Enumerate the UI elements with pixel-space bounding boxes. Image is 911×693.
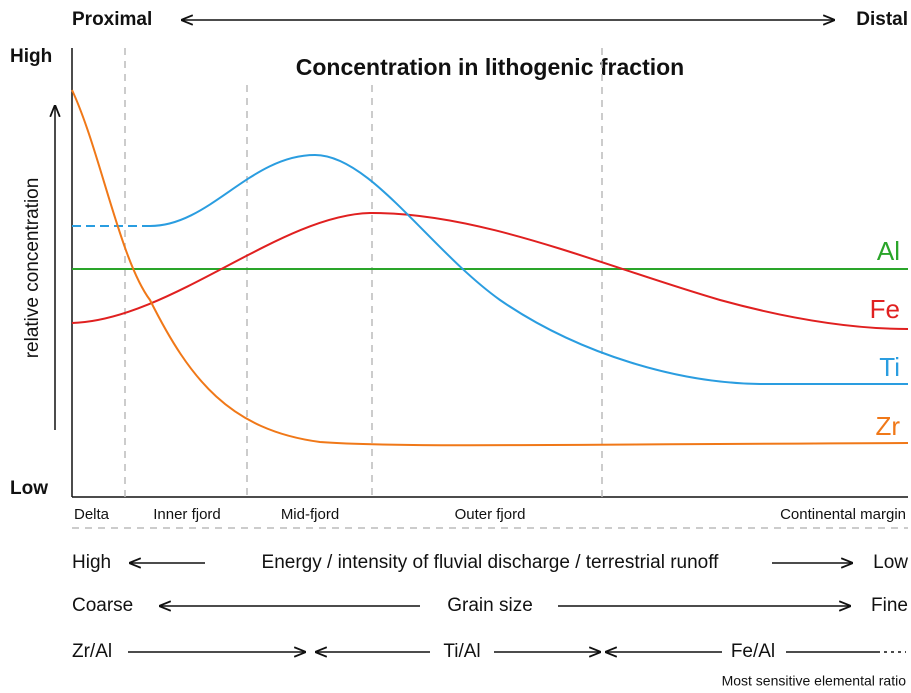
low-label: Low bbox=[10, 478, 48, 499]
ratio-label: Fe/Al bbox=[731, 641, 775, 662]
zone-label: Delta bbox=[74, 506, 110, 523]
al-label: Al bbox=[877, 236, 900, 266]
grain-label: Grain size bbox=[447, 595, 533, 616]
ratio-note: Most sensitive elemental ratio bbox=[722, 673, 907, 689]
energy-label: Energy / intensity of fluvial discharge … bbox=[262, 552, 720, 573]
zone-label: Outer fjord bbox=[455, 506, 526, 523]
zone-label: Mid-fjord bbox=[281, 506, 339, 523]
grain-left: Coarse bbox=[72, 595, 133, 616]
fe-label: Fe bbox=[870, 294, 900, 324]
ratio-label: Zr/Al bbox=[72, 641, 112, 662]
title: Concentration in lithogenic fraction bbox=[296, 54, 684, 80]
proximal-label: Proximal bbox=[72, 9, 152, 30]
energy-left: High bbox=[72, 552, 111, 573]
distal-label: Distal bbox=[856, 9, 908, 30]
ratio-label: Ti/Al bbox=[443, 641, 480, 662]
zr-curve bbox=[71, 89, 909, 447]
zone-label: Continental margin bbox=[780, 506, 906, 523]
ti-curve bbox=[149, 153, 908, 385]
zone-dividers bbox=[72, 48, 908, 529]
energy-right: Low bbox=[873, 552, 908, 573]
zr-label: Zr bbox=[875, 411, 900, 441]
high-label: High bbox=[10, 46, 52, 67]
grain-right: Fine bbox=[871, 595, 908, 616]
fe-curve bbox=[71, 211, 909, 330]
zone-label: Inner fjord bbox=[153, 506, 221, 523]
ti-label: Ti bbox=[879, 352, 900, 382]
y-axis-label: relative concentration bbox=[22, 178, 43, 359]
